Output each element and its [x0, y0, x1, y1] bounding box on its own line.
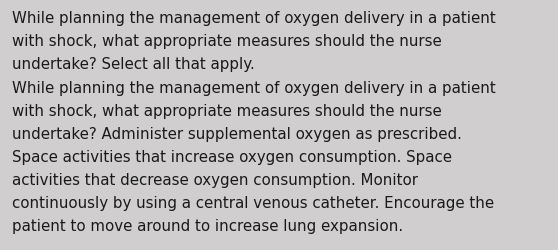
Text: with shock, what appropriate measures should the nurse: with shock, what appropriate measures sh…: [12, 103, 442, 118]
Text: undertake? Administer supplemental oxygen as prescribed.: undertake? Administer supplemental oxyge…: [12, 126, 462, 141]
Text: activities that decrease oxygen consumption. Monitor: activities that decrease oxygen consumpt…: [12, 172, 418, 187]
Text: While planning the management of oxygen delivery in a patient: While planning the management of oxygen …: [12, 80, 496, 95]
Text: Space activities that increase oxygen consumption. Space: Space activities that increase oxygen co…: [12, 149, 453, 164]
Text: continuously by using a central venous catheter. Encourage the: continuously by using a central venous c…: [12, 195, 494, 210]
Text: with shock, what appropriate measures should the nurse: with shock, what appropriate measures sh…: [12, 34, 442, 49]
Text: patient to move around to increase lung expansion.: patient to move around to increase lung …: [12, 218, 403, 233]
Text: While planning the management of oxygen delivery in a patient: While planning the management of oxygen …: [12, 11, 496, 26]
Text: undertake? Select all that apply.: undertake? Select all that apply.: [12, 57, 255, 72]
